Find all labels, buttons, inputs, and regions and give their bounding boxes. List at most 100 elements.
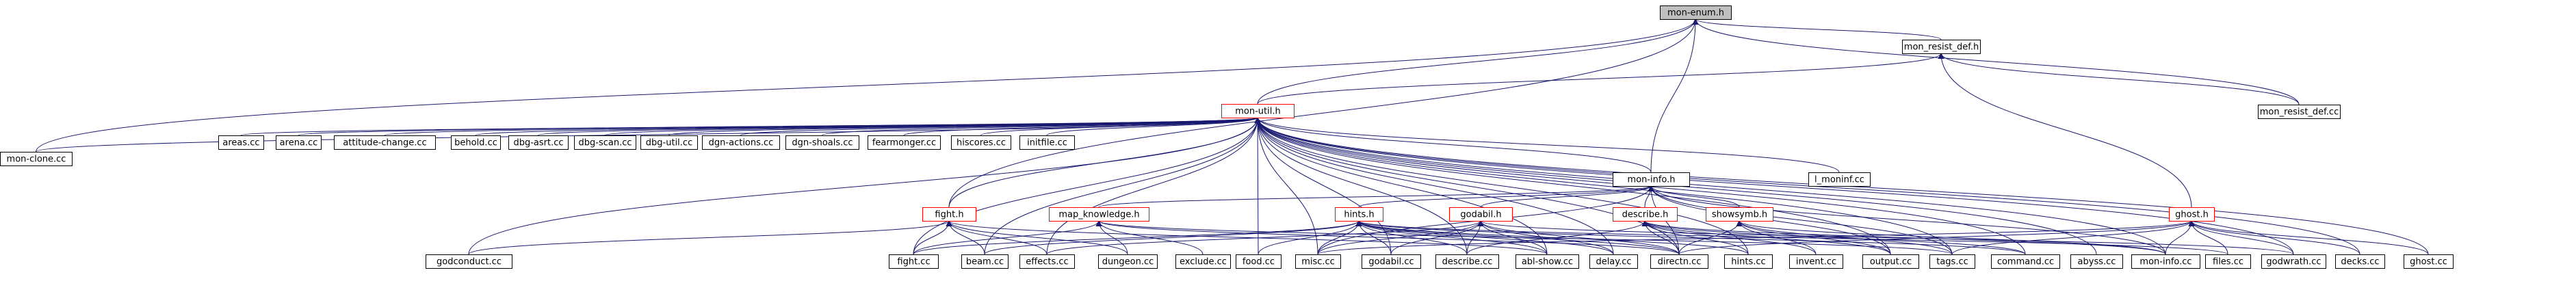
node-label: dungeon.cc bbox=[1102, 257, 1154, 267]
node-label: command.cc bbox=[1997, 257, 2054, 267]
node-box bbox=[1613, 207, 1678, 222]
node-mon-enum: mon-enum.h bbox=[1660, 5, 1732, 20]
node-box bbox=[640, 135, 698, 150]
node-map-knowledge[interactable]: map_knowledge.h bbox=[1049, 207, 1149, 222]
edge-beam-to-fight_h bbox=[946, 220, 985, 255]
node-dungeon[interactable]: dungeon.cc bbox=[1098, 254, 1158, 269]
node-mon-info-h[interactable]: mon-info.h bbox=[1613, 172, 1690, 187]
node-files[interactable]: files.cc bbox=[2205, 254, 2251, 269]
node-describe-h[interactable]: describe.h bbox=[1613, 207, 1678, 222]
node-tags[interactable]: tags.cc bbox=[1929, 254, 1975, 269]
edge-invent-to-describe_h bbox=[1641, 220, 1817, 255]
edge-beam-to-hints_h bbox=[984, 220, 1362, 255]
node-label: ghost.h bbox=[2175, 210, 2209, 220]
node-godabil-h[interactable]: godabil.h bbox=[1449, 207, 1513, 222]
node-box bbox=[1362, 254, 1421, 269]
node-box bbox=[1991, 254, 2060, 269]
node-attitude-change[interactable]: attitude-change.cc bbox=[334, 135, 436, 150]
node-hints-h[interactable]: hints.h bbox=[1335, 207, 1383, 222]
node-fight-h[interactable]: fight.h bbox=[922, 207, 976, 222]
edge-fight_cc-to-hints_h bbox=[913, 220, 1362, 255]
node-godconduct[interactable]: godconduct.cc bbox=[426, 254, 512, 269]
node-box bbox=[1706, 207, 1773, 222]
edge-command-to-describe_h bbox=[1641, 220, 2026, 255]
node-box bbox=[2169, 207, 2215, 222]
edge-output-to-mon_util bbox=[1254, 117, 1891, 255]
edge-describe_cc-to-hints_h bbox=[1355, 220, 1468, 255]
node-box bbox=[2205, 254, 2251, 269]
node-dbg-asrt[interactable]: dbg-asrt.cc bbox=[508, 135, 569, 150]
node-output[interactable]: output.cc bbox=[1862, 254, 1919, 269]
node-describe-cc[interactable]: describe.cc bbox=[1435, 254, 1499, 269]
node-box bbox=[1515, 254, 1579, 269]
edge-mon_util-to-mon_enum bbox=[1257, 18, 1699, 105]
node-box bbox=[1660, 5, 1732, 20]
node-box bbox=[1335, 207, 1383, 222]
node-fight-cc[interactable]: fight.cc bbox=[889, 254, 939, 269]
node-ghost-cc[interactable]: ghost.cc bbox=[2404, 254, 2454, 269]
node-box bbox=[1019, 135, 1075, 150]
node-label: godwrath.cc bbox=[2266, 257, 2321, 267]
node-label: tags.cc bbox=[1936, 257, 1968, 267]
node-box bbox=[1449, 207, 1513, 222]
node-areas[interactable]: areas.cc bbox=[218, 135, 264, 150]
edge-mon_util-to-mon_resist_def_h bbox=[1257, 53, 1944, 105]
node-decks[interactable]: decks.cc bbox=[2335, 254, 2385, 269]
node-label: initfile.cc bbox=[1027, 138, 1067, 148]
edge-abl_show-to-fight_h bbox=[946, 220, 1548, 255]
node-label: dgn-actions.cc bbox=[709, 138, 774, 148]
node-mon-info-cc[interactable]: mon-info.cc bbox=[2131, 254, 2200, 269]
node-abl-show[interactable]: abl-show.cc bbox=[1515, 254, 1579, 269]
node-label: delay.cc bbox=[1596, 257, 1631, 267]
node-mon-resist-def-h[interactable]: mon_resist_def.h bbox=[1902, 40, 1981, 54]
node-hiscores[interactable]: hiscores.cc bbox=[951, 135, 1011, 150]
node-label: map_knowledge.h bbox=[1058, 210, 1139, 220]
node-dbg-util[interactable]: dbg-util.cc bbox=[640, 135, 698, 150]
node-showsymb[interactable]: showsymb.h bbox=[1706, 207, 1773, 222]
node-label: food.cc bbox=[1243, 257, 1275, 267]
node-label: mon-enum.h bbox=[1667, 8, 1724, 18]
node-food[interactable]: food.cc bbox=[1236, 254, 1282, 269]
node-label: dbg-asrt.cc bbox=[513, 138, 563, 148]
node-dbg-scan[interactable]: dbg-scan.cc bbox=[574, 135, 636, 150]
edge-fight_cc-to-map_knowledge bbox=[913, 220, 1102, 255]
node-label: behold.cc bbox=[454, 138, 497, 148]
edge-mon_resist_def_cc-to-mon_enum bbox=[1692, 18, 2300, 105]
node-label: arena.cc bbox=[280, 138, 318, 148]
node-fearmonger[interactable]: fearmonger.cc bbox=[868, 135, 941, 150]
node-l-moninf[interactable]: l_moninf.cc bbox=[1808, 172, 1871, 187]
node-behold[interactable]: behold.cc bbox=[451, 135, 501, 150]
node-godabil-cc[interactable]: godabil.cc bbox=[1362, 254, 1421, 269]
edge-layer bbox=[36, 18, 2429, 255]
node-label: ghost.cc bbox=[2410, 257, 2447, 267]
edge-mon_resist_def_h-to-mon_enum bbox=[1692, 18, 1942, 40]
node-label: showsymb.h bbox=[1712, 210, 1767, 220]
node-mon-clone[interactable]: mon-clone.cc bbox=[0, 152, 73, 166]
edge-abl_show-to-mon_util bbox=[1254, 117, 1548, 255]
node-label: dbg-scan.cc bbox=[579, 138, 632, 148]
edge-misc-to-ghost_h bbox=[1317, 220, 2195, 255]
node-abyss[interactable]: abyss.cc bbox=[2070, 254, 2123, 269]
node-mon-util[interactable]: mon-util.h bbox=[1221, 104, 1294, 118]
node-beam[interactable]: beam.cc bbox=[961, 254, 1009, 269]
node-label: misc.cc bbox=[1301, 257, 1335, 267]
node-dgn-actions[interactable]: dgn-actions.cc bbox=[702, 135, 780, 150]
node-initfile[interactable]: initfile.cc bbox=[1019, 135, 1075, 150]
node-layer: mon-enum.h mon_resist_def.h mon-util.h mon_… bbox=[0, 5, 2454, 269]
edge-initfile-to-mon_util bbox=[1046, 117, 1261, 136]
node-invent[interactable]: invent.cc bbox=[1789, 254, 1843, 269]
node-box bbox=[1929, 254, 1975, 269]
node-exclude[interactable]: exclude.cc bbox=[1175, 254, 1231, 269]
node-ghost-h[interactable]: ghost.h bbox=[2169, 207, 2215, 222]
node-effects[interactable]: effects.cc bbox=[1019, 254, 1075, 269]
node-hints-cc[interactable]: hints.cc bbox=[1724, 254, 1773, 269]
node-label: mon-util.h bbox=[1235, 107, 1280, 117]
node-command[interactable]: command.cc bbox=[1991, 254, 2060, 269]
node-dgn-shoals[interactable]: dgn-shoals.cc bbox=[785, 135, 859, 150]
node-misc[interactable]: misc.cc bbox=[1295, 254, 1341, 269]
node-mon-resist-def-cc[interactable]: mon_resist_def.cc bbox=[2258, 105, 2341, 119]
node-delay[interactable]: delay.cc bbox=[1589, 254, 1638, 269]
node-arena[interactable]: arena.cc bbox=[276, 135, 322, 150]
node-godwrath[interactable]: godwrath.cc bbox=[2261, 254, 2326, 269]
node-directn[interactable]: directn.cc bbox=[1650, 254, 1708, 269]
